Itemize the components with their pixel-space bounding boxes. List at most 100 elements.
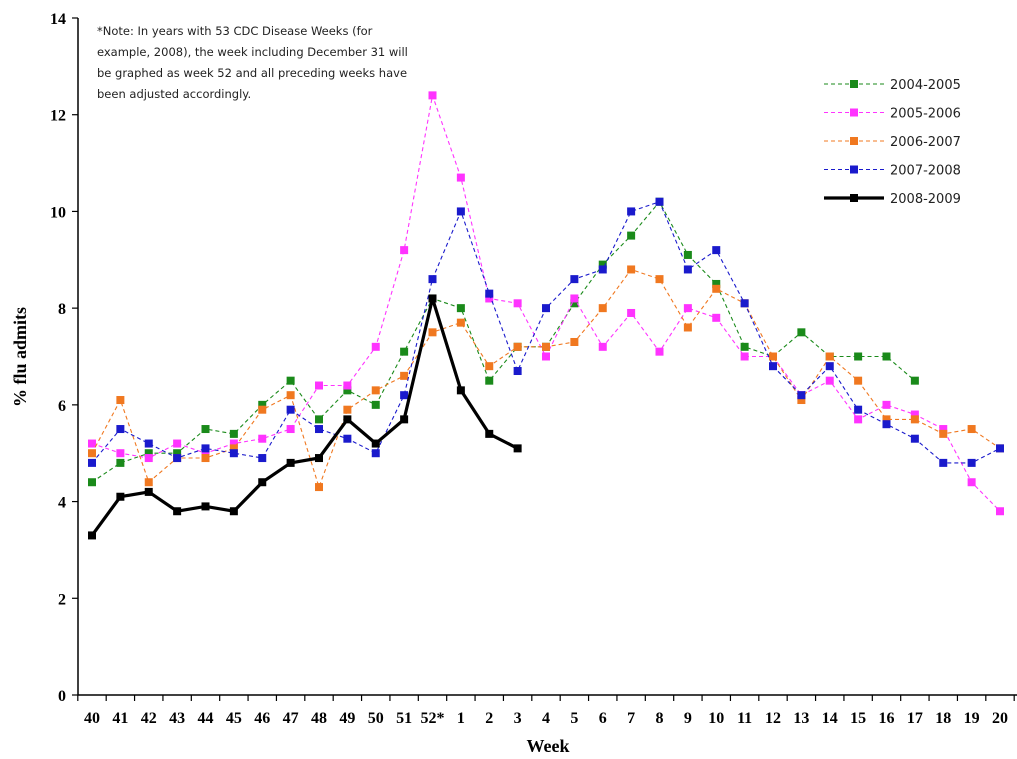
data-point xyxy=(882,415,891,424)
data-point xyxy=(258,478,267,487)
data-point xyxy=(456,207,465,216)
note-line: *Note: In years with 53 CDC Disease Week… xyxy=(97,24,373,38)
data-point xyxy=(797,391,806,400)
series-line xyxy=(91,94,1001,512)
x-tick-label: 48 xyxy=(311,710,327,727)
data-point xyxy=(740,299,749,308)
data-point xyxy=(769,362,777,371)
data-point xyxy=(570,337,579,346)
y-tick-label: 4 xyxy=(58,495,66,512)
data-point xyxy=(400,415,409,424)
data-point xyxy=(343,405,352,414)
legend-label: 2008-2009 xyxy=(890,192,961,207)
series-line xyxy=(91,268,1001,488)
data-point xyxy=(88,449,96,458)
data-point xyxy=(229,429,238,438)
x-tick-label: 44 xyxy=(198,710,214,727)
data-point xyxy=(88,458,96,467)
x-axis-title: Week xyxy=(527,736,570,756)
data-point xyxy=(258,434,267,443)
data-point xyxy=(258,400,267,409)
data-point xyxy=(173,449,182,458)
data-point xyxy=(229,444,238,453)
data-point xyxy=(400,371,409,380)
data-point xyxy=(343,381,352,390)
x-tick-label: 18 xyxy=(935,710,951,727)
data-point xyxy=(286,391,295,400)
data-point xyxy=(712,284,721,293)
data-point xyxy=(854,352,863,361)
data-point xyxy=(315,425,323,434)
data-point xyxy=(144,439,153,448)
data-point xyxy=(910,434,919,443)
data-point xyxy=(456,304,465,313)
data-point xyxy=(570,294,579,303)
data-point xyxy=(854,376,863,385)
data-point xyxy=(882,352,891,361)
data-point xyxy=(144,454,153,463)
data-point xyxy=(343,434,352,443)
x-tick-label: 15 xyxy=(850,710,866,727)
data-point xyxy=(286,458,295,467)
data-point xyxy=(229,439,238,448)
data-point xyxy=(88,478,96,487)
y-tick-label: 10 xyxy=(50,204,66,221)
data-point xyxy=(428,91,437,100)
series-2007-2008 xyxy=(88,197,1004,467)
data-point xyxy=(542,352,550,361)
data-point xyxy=(683,265,692,274)
data-point xyxy=(598,260,607,269)
x-tick-label: 52* xyxy=(421,710,445,727)
x-tick-label: 46 xyxy=(254,710,270,727)
legend-label: 2007-2008 xyxy=(890,164,961,179)
data-point xyxy=(996,444,1004,453)
data-point xyxy=(769,352,777,361)
data-point xyxy=(627,231,636,240)
data-point xyxy=(201,449,210,458)
y-tick-label: 2 xyxy=(58,591,66,608)
data-point xyxy=(910,410,919,419)
data-point xyxy=(854,415,863,424)
x-tick-label: 40 xyxy=(84,710,100,727)
x-tick-label: 4 xyxy=(542,710,550,727)
data-point xyxy=(655,347,664,356)
x-tick-label: 45 xyxy=(226,710,242,727)
legend-label: 2004-2005 xyxy=(890,78,961,93)
x-tick-label: 9 xyxy=(684,710,692,727)
data-point xyxy=(910,415,919,424)
data-point xyxy=(542,342,550,351)
data-point xyxy=(825,352,834,361)
data-point xyxy=(939,425,948,434)
data-point xyxy=(116,492,125,501)
data-point xyxy=(485,429,494,438)
data-point xyxy=(456,173,465,182)
data-point xyxy=(570,275,579,284)
y-tick-label: 8 xyxy=(58,301,66,318)
data-point xyxy=(371,342,380,351)
data-point xyxy=(485,294,494,303)
data-point xyxy=(201,444,210,453)
data-point xyxy=(655,197,664,206)
note-line: example, 2008), the week including Decem… xyxy=(97,45,408,59)
data-point xyxy=(485,362,494,371)
data-point xyxy=(400,347,409,356)
x-tick-label: 5 xyxy=(570,710,578,727)
legend: 2004-2005 2005-2006 2006-2007 2007-2008 2008… xyxy=(824,78,961,207)
data-point xyxy=(542,304,550,313)
data-point xyxy=(371,449,380,458)
data-point xyxy=(712,313,721,322)
data-point xyxy=(116,425,125,434)
data-point xyxy=(428,294,437,303)
data-point xyxy=(627,265,636,274)
data-point xyxy=(258,405,267,414)
y-tick-label: 14 xyxy=(50,11,66,28)
data-point xyxy=(740,352,749,361)
data-point xyxy=(371,439,380,448)
data-point xyxy=(371,400,380,409)
data-point xyxy=(315,454,323,463)
series-2008-2009 xyxy=(88,294,522,540)
data-point xyxy=(513,299,522,308)
x-tick-label: 41 xyxy=(112,710,128,727)
series-2006-2007 xyxy=(88,265,1004,492)
